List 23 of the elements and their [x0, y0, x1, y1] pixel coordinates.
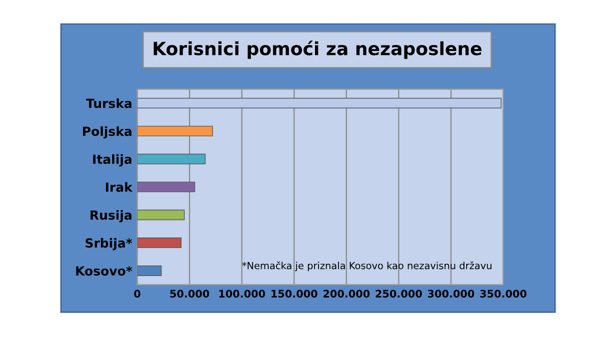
bar	[137, 265, 162, 276]
chart-title: Korisnici pomoći za nezaposlene	[154, 40, 482, 59]
y-tick-label: Srbija*	[86, 238, 132, 250]
bar	[137, 126, 213, 136]
bar	[137, 210, 185, 220]
annotation: *Nemačka je priznala Kosovo kao nezavisnu državu	[242, 261, 492, 272]
bar	[137, 182, 196, 192]
x-tick-label: 150.000	[272, 290, 318, 298]
x-tick-label: 0	[134, 290, 140, 298]
x-tick-label: 350.000	[480, 290, 526, 298]
x-tick-label: 100.000	[219, 290, 266, 298]
y-tick-label: Rusija	[90, 210, 132, 222]
x-tick-label: 200.000	[323, 290, 370, 298]
x-tick-label: 50.000	[170, 290, 210, 298]
x-tick-label: 250.000	[376, 290, 422, 298]
y-tick-label: Italija	[93, 154, 132, 166]
bar	[137, 238, 182, 248]
y-tick-label: Kosovo*	[76, 266, 132, 276]
y-tick-label: Poljska	[83, 126, 132, 139]
x-tick-label: 300.000	[428, 290, 474, 298]
y-tick-label: Irak	[106, 182, 133, 192]
bar	[137, 154, 206, 164]
y-tick-label: Turska	[86, 98, 132, 108]
